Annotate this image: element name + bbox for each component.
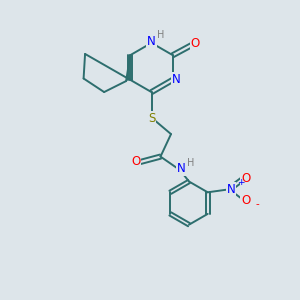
Text: N: N — [227, 183, 236, 196]
Text: O: O — [191, 37, 200, 50]
Text: H: H — [157, 29, 164, 40]
Text: H: H — [187, 158, 194, 168]
Text: S: S — [148, 112, 155, 125]
Text: O: O — [241, 172, 250, 185]
Text: +: + — [237, 178, 244, 187]
Text: O: O — [131, 155, 140, 168]
Text: N: N — [177, 162, 186, 176]
Text: -: - — [256, 199, 260, 209]
Text: N: N — [172, 73, 181, 86]
Text: O: O — [241, 194, 250, 207]
Text: N: N — [147, 34, 156, 48]
